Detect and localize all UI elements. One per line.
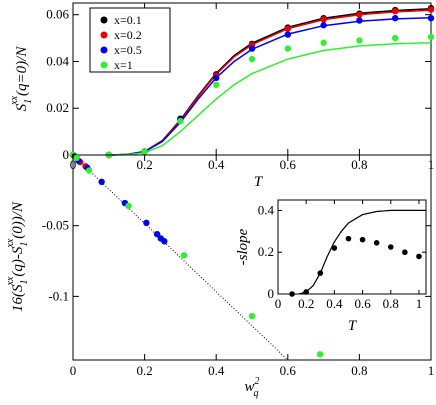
top-data-point [320, 39, 327, 46]
top-data-point [427, 6, 435, 13]
inset-data-point [303, 289, 309, 295]
legend-label: x=0.2 [114, 28, 142, 42]
inset-y-tick-label: 0 [268, 286, 275, 301]
top-data-point [177, 117, 184, 125]
bottom-data-point [73, 154, 80, 162]
top-data-point [356, 17, 363, 24]
bottom-data-point [98, 178, 105, 186]
top-ticks: 0 0.2 0.4 0.6 0.8 100.020.040.06 [46, 3, 434, 172]
top-x-tick-label: 0.6 [280, 157, 297, 172]
legend-label: x=0.1 [114, 13, 142, 27]
bottom-ticks: 0 0.2 0.4 0.6 0.8 1 -0.05 -0.1 [42, 155, 434, 378]
top-data-point [320, 16, 327, 23]
bottom-x-tick-label: 0.4 [208, 363, 225, 378]
inset-data-point [289, 291, 295, 297]
top-x-tick-label: 0.2 [136, 157, 152, 172]
inset-plot-frame [277, 199, 427, 295]
inset-data-point [416, 253, 422, 260]
top-data-point [213, 74, 220, 82]
top-data-point [213, 81, 220, 89]
bottom-x-tick-label: 0.6 [280, 363, 297, 378]
top-data-point [427, 33, 435, 41]
legend: x=0.1x=0.2x=0.5x=1 [89, 7, 171, 73]
top-x-tick-label: 0.4 [208, 157, 225, 172]
bottom-data-point [85, 167, 93, 174]
inset-background [278, 200, 426, 294]
inset-data-point [317, 270, 324, 276]
legend-marker [100, 16, 108, 24]
inset-x-axis-label: T [348, 318, 358, 334]
bottom-y-tick-label: -0.1 [48, 288, 69, 303]
inset-data-point [402, 249, 408, 256]
top-data-point [248, 45, 256, 52]
bottom-data-point [153, 230, 161, 238]
inset-x-tick-label: 0.2 [298, 296, 314, 311]
bottom-x-tick-label: 1 [428, 363, 435, 378]
top-data-point [284, 25, 291, 32]
bottom-data-point [248, 312, 256, 320]
inset-x-tick-label: 0.6 [354, 296, 371, 311]
inset-data-point [331, 245, 338, 251]
inset-data-point [345, 235, 352, 242]
inset-data-point [359, 236, 366, 243]
bottom-points [71, 153, 324, 358]
top-x-tick-label: 0.8 [351, 157, 367, 172]
inset-ticks: 0 0.2 0.4 0.6 0.8 1 0 0.2 0.4 [258, 200, 426, 311]
top-data-point [392, 7, 399, 15]
top-data-point [356, 11, 363, 18]
bottom-data-point [125, 202, 132, 210]
bottom-x-tick-label: 0 [70, 363, 77, 378]
inset-panel: 0 0.2 0.4 0.6 0.8 1 0 0.2 0.4 T -slope [235, 199, 427, 334]
bottom-panel: 0 0.2 0.4 0.6 0.8 1 -0.05 -0.1 w2 q 16(S1xx(q)-S… [5, 153, 434, 399]
legend-marker [100, 31, 108, 39]
bottom-y-axis-label: 16(S1xx(q)-S1xx(0))/N [5, 201, 30, 312]
top-y-axis-label: S1xx(q=0)/N [9, 46, 34, 112]
top-series-curve [108, 16, 432, 156]
top-data-point [392, 34, 399, 42]
inset-y-tick-label: 0.2 [258, 244, 274, 259]
top-y-tick-label: 0 [63, 147, 70, 162]
inset-curve [298, 209, 426, 295]
legend-label: x=0.5 [114, 43, 142, 57]
bottom-data-point [316, 351, 324, 358]
inset-x-tick-label: 1 [416, 296, 423, 311]
top-x-axis-label: T [254, 174, 264, 190]
legend-marker [100, 61, 108, 69]
bottom-data-point [180, 252, 188, 259]
inset-points [289, 235, 422, 297]
bottom-y-tick-label: -0.05 [42, 218, 69, 233]
inset-x-tick-label: 0.4 [326, 296, 343, 311]
top-data-point [320, 22, 327, 29]
top-y-tick-label: 0.04 [46, 53, 69, 68]
top-data-point [284, 31, 291, 38]
inset-data-point [373, 240, 380, 246]
bottom-plot-frame [72, 154, 432, 361]
bottom-x-tick-label: 0.8 [351, 363, 367, 378]
top-data-point [284, 45, 291, 52]
legend-marker [100, 46, 108, 54]
legend-label: x=1 [114, 58, 133, 72]
top-data-point [141, 148, 148, 155]
inset-y-axis-label: -slope [235, 228, 251, 265]
top-y-tick-label: 0.06 [46, 7, 69, 22]
inset-x-tick-label: 0.8 [383, 296, 399, 311]
top-data-point [248, 55, 256, 63]
inset-data-point [387, 244, 394, 250]
inset-theory-curve [298, 209, 426, 295]
bottom-x-tick-label: 0.2 [136, 363, 152, 378]
bottom-x-axis-label: w2 q [244, 376, 259, 399]
legend-entries: x=0.1x=0.2x=0.5x=1 [100, 13, 142, 72]
top-data-point [392, 15, 399, 22]
top-y-tick-label: 0.02 [46, 100, 69, 115]
inset-x-tick-label: 0 [275, 296, 282, 311]
top-data-point [427, 15, 435, 22]
inset-y-tick-label: 0.4 [258, 202, 275, 217]
top-panel: 0 0.2 0.4 0.6 0.8 100.020.040.06 T S1xx(q=0)/… [9, 2, 435, 190]
bottom-data-point [161, 238, 168, 245]
top-data-point [356, 37, 363, 44]
bottom-data-point [143, 219, 150, 227]
